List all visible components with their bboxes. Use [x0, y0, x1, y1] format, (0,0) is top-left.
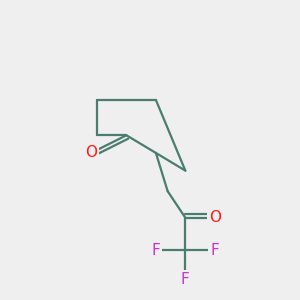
Text: F: F [210, 243, 219, 258]
Text: F: F [181, 272, 190, 287]
Text: F: F [152, 243, 160, 258]
Text: O: O [85, 146, 97, 160]
Text: O: O [209, 210, 221, 225]
